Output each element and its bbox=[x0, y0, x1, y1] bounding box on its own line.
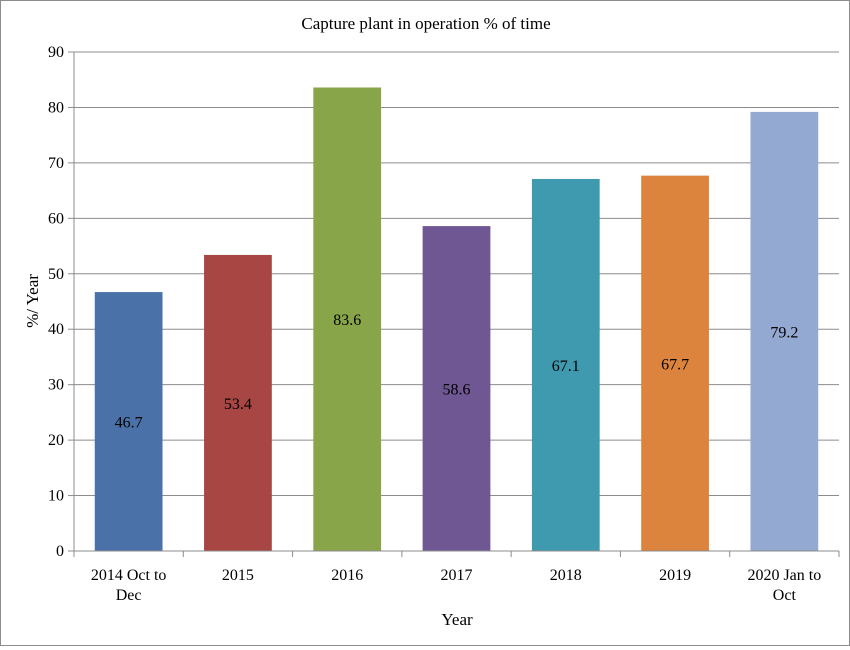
x-axis-label: Year bbox=[441, 610, 473, 629]
bar bbox=[313, 87, 382, 552]
x-category-label: 2014 Oct to Dec bbox=[91, 567, 167, 604]
x-category-label: 2020 Jan to Oct bbox=[747, 567, 821, 604]
y-tick-label: 20 bbox=[48, 432, 64, 449]
bar bbox=[422, 226, 491, 551]
x-category-label: 2016 bbox=[331, 567, 363, 584]
axes bbox=[68, 51, 840, 557]
bar bbox=[750, 111, 819, 551]
y-tick-label: 50 bbox=[48, 266, 64, 283]
bar bbox=[94, 292, 163, 551]
x-category-labels: 2014 Oct to Dec 2015 2016 2017 2018 2019 2020 J… bbox=[91, 567, 821, 604]
y-tick-label: 70 bbox=[48, 155, 64, 172]
bars bbox=[94, 87, 819, 552]
data-labels: 46.7 53.4 83.6 58.6 67.1 67.7 79.2 bbox=[115, 312, 799, 431]
y-axis-label: %/ Year bbox=[23, 274, 42, 328]
data-label: 53.4 bbox=[224, 396, 252, 413]
y-tick-label: 60 bbox=[48, 210, 64, 227]
x-category-label: 2019 bbox=[659, 567, 691, 584]
x-category-label: 2018 bbox=[550, 567, 582, 584]
chart-title: Capture plant in operation % of time bbox=[301, 14, 550, 33]
y-tick-labels: 0 10 20 30 40 50 60 70 80 90 bbox=[48, 44, 64, 560]
data-label: 83.6 bbox=[333, 312, 361, 329]
y-tick-label: 40 bbox=[48, 321, 64, 338]
y-tick-label: 80 bbox=[48, 99, 64, 116]
data-label: 46.7 bbox=[115, 415, 143, 432]
data-label: 67.7 bbox=[661, 356, 689, 373]
data-label: 67.1 bbox=[552, 358, 580, 375]
y-tick-label: 90 bbox=[48, 44, 64, 61]
x-category-label: 2015 bbox=[222, 567, 254, 584]
y-tick-label: 30 bbox=[48, 377, 64, 394]
data-label: 58.6 bbox=[443, 382, 471, 399]
y-tick-label: 0 bbox=[56, 543, 64, 560]
bar bbox=[641, 175, 709, 551]
bar bbox=[531, 178, 600, 551]
y-tick-label: 10 bbox=[48, 488, 64, 505]
data-label: 79.2 bbox=[770, 324, 798, 341]
bar bbox=[204, 254, 272, 551]
x-category-label: 2017 bbox=[441, 567, 473, 584]
